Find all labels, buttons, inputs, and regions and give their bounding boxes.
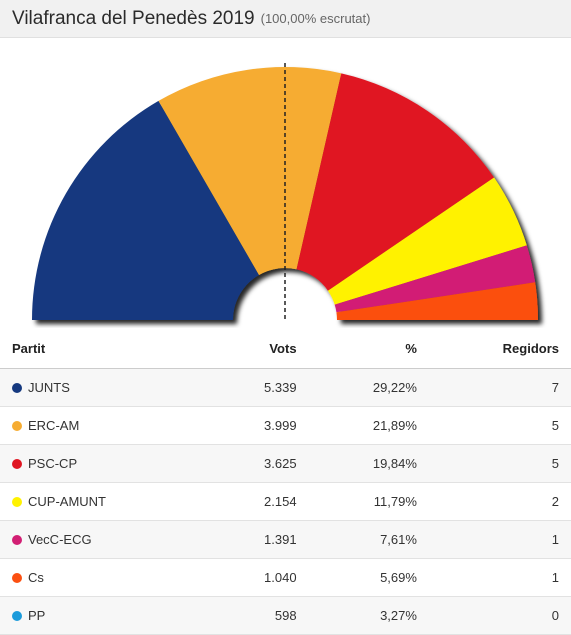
votes-cell-text: 5.339	[264, 380, 297, 395]
percent-cell: 5,69%	[308, 558, 429, 597]
table-header-row: Partit Vots % Regidors	[0, 328, 571, 369]
percent-cell-text: 5,69%	[380, 570, 417, 585]
chart-header: Vilafranca del Penedès 2019 (100,00% esc…	[0, 0, 571, 38]
party-cell: JUNTS	[0, 368, 209, 407]
seat-slices	[32, 67, 538, 320]
party-cell-text: PSC-CP	[28, 456, 78, 471]
votes-cell-text: 2.154	[264, 494, 297, 509]
table-row: PSC-CP 3.625 19,84% 5	[0, 444, 571, 483]
seats-cell: 7	[428, 368, 571, 407]
votes-cell: 2.154	[208, 482, 309, 521]
party-cell: ERC-AM	[0, 406, 209, 445]
party-color-dot	[12, 573, 22, 583]
votes-cell-text: 1.391	[264, 532, 297, 547]
percent-cell-text: 11,79%	[373, 494, 417, 509]
chart-title: Vilafranca del Penedès 2019	[12, 7, 255, 29]
seats-cell-text: 1	[551, 570, 559, 585]
percent-cell-text: 29,22%	[372, 380, 417, 395]
party-color-dot	[12, 421, 22, 431]
votes-cell-text: 3.999	[264, 418, 297, 433]
percent-cell: 21,89%	[308, 406, 429, 445]
results-body: JUNTS 5.339 29,22% 7 ERC-AM 3.999 21,89% 5 PSC-C…	[0, 368, 571, 635]
votes-cell-text: 1.040	[264, 570, 297, 585]
seats-cell: 1	[428, 520, 571, 559]
seats-cell: 5	[428, 406, 571, 445]
col-party-header: Partit	[0, 328, 209, 369]
percent-cell: 11,79%	[308, 482, 429, 521]
seat-slice-cs	[336, 282, 538, 320]
party-cell: PP	[0, 596, 209, 635]
seats-cell: 1	[428, 558, 571, 597]
percent-cell: 7,61%	[308, 520, 429, 559]
seats-cell: 5	[428, 444, 571, 483]
party-cell: VecC-ECG	[0, 520, 209, 559]
hemicycle-chart	[0, 38, 571, 328]
seats-cell-text: 5	[551, 456, 559, 471]
seat-slice-erc-am	[158, 67, 342, 275]
percent-cell: 3,27%	[308, 596, 429, 635]
votes-cell: 3.999	[208, 406, 309, 445]
votes-cell: 598	[208, 596, 309, 635]
seats-cell-text: 5	[551, 418, 559, 433]
percent-cell: 29,22%	[308, 368, 429, 407]
seat-slice-vecc-ecg	[334, 245, 536, 313]
seats-cell-text: 2	[551, 494, 559, 509]
table-row: JUNTS 5.339 29,22% 7	[0, 368, 571, 407]
party-color-dot	[12, 383, 22, 393]
seat-slice-psc-cp	[296, 73, 495, 291]
percent-cell-text: 3,27%	[380, 608, 417, 623]
party-color-dot	[12, 611, 22, 621]
table-row: PP 598 3,27% 0	[0, 596, 571, 635]
party-cell-text: JUNTS	[28, 380, 70, 395]
table-row: ERC-AM 3.999 21,89% 5	[0, 406, 571, 445]
votes-cell-text: 598	[274, 608, 297, 623]
seats-cell: 0	[428, 596, 571, 635]
seats-cell: 2	[428, 482, 571, 521]
party-cell-text: CUP-AMUNT	[28, 494, 106, 509]
party-cell: CUP-AMUNT	[0, 482, 209, 521]
party-color-dot	[12, 497, 22, 507]
party-cell-text: ERC-AM	[28, 418, 80, 433]
col-seats-header: Regidors	[428, 328, 571, 369]
seat-slice-cup-amunt	[327, 177, 527, 305]
party-cell-text: Cs	[28, 570, 44, 585]
seats-cell-text: 0	[551, 608, 559, 623]
party-cell: Cs	[0, 558, 209, 597]
seats-cell-text: 1	[551, 532, 559, 547]
table-row: Cs 1.040 5,69% 1	[0, 558, 571, 597]
party-cell-text: PP	[28, 608, 46, 623]
hemicycle-svg	[32, 63, 538, 320]
table-row: VecC-ECG 1.391 7,61% 1	[0, 520, 571, 559]
votes-cell: 5.339	[208, 368, 309, 407]
seats-cell-text: 7	[551, 380, 559, 395]
col-percent-header: %	[308, 328, 429, 369]
party-cell-text: VecC-ECG	[28, 532, 92, 547]
percent-cell: 19,84%	[308, 444, 429, 483]
results-table: Partit Vots % Regidors JUNTS 5.339 29,22% 7…	[0, 328, 571, 635]
col-votes-header: Vots	[208, 328, 309, 369]
chart-subtitle: (100,00% escrutat)	[260, 11, 371, 26]
percent-cell-text: 21,89%	[372, 418, 417, 433]
votes-cell: 1.040	[208, 558, 309, 597]
table-row: CUP-AMUNT 2.154 11,79% 2	[0, 482, 571, 521]
seat-slice-junts	[32, 100, 259, 320]
party-cell: PSC-CP	[0, 444, 209, 483]
votes-cell: 3.625	[208, 444, 309, 483]
party-color-dot	[12, 535, 22, 545]
percent-cell-text: 7,61%	[380, 532, 417, 547]
percent-cell-text: 19,84%	[372, 456, 417, 471]
votes-cell-text: 3.625	[264, 456, 297, 471]
party-color-dot	[12, 459, 22, 469]
votes-cell: 1.391	[208, 520, 309, 559]
